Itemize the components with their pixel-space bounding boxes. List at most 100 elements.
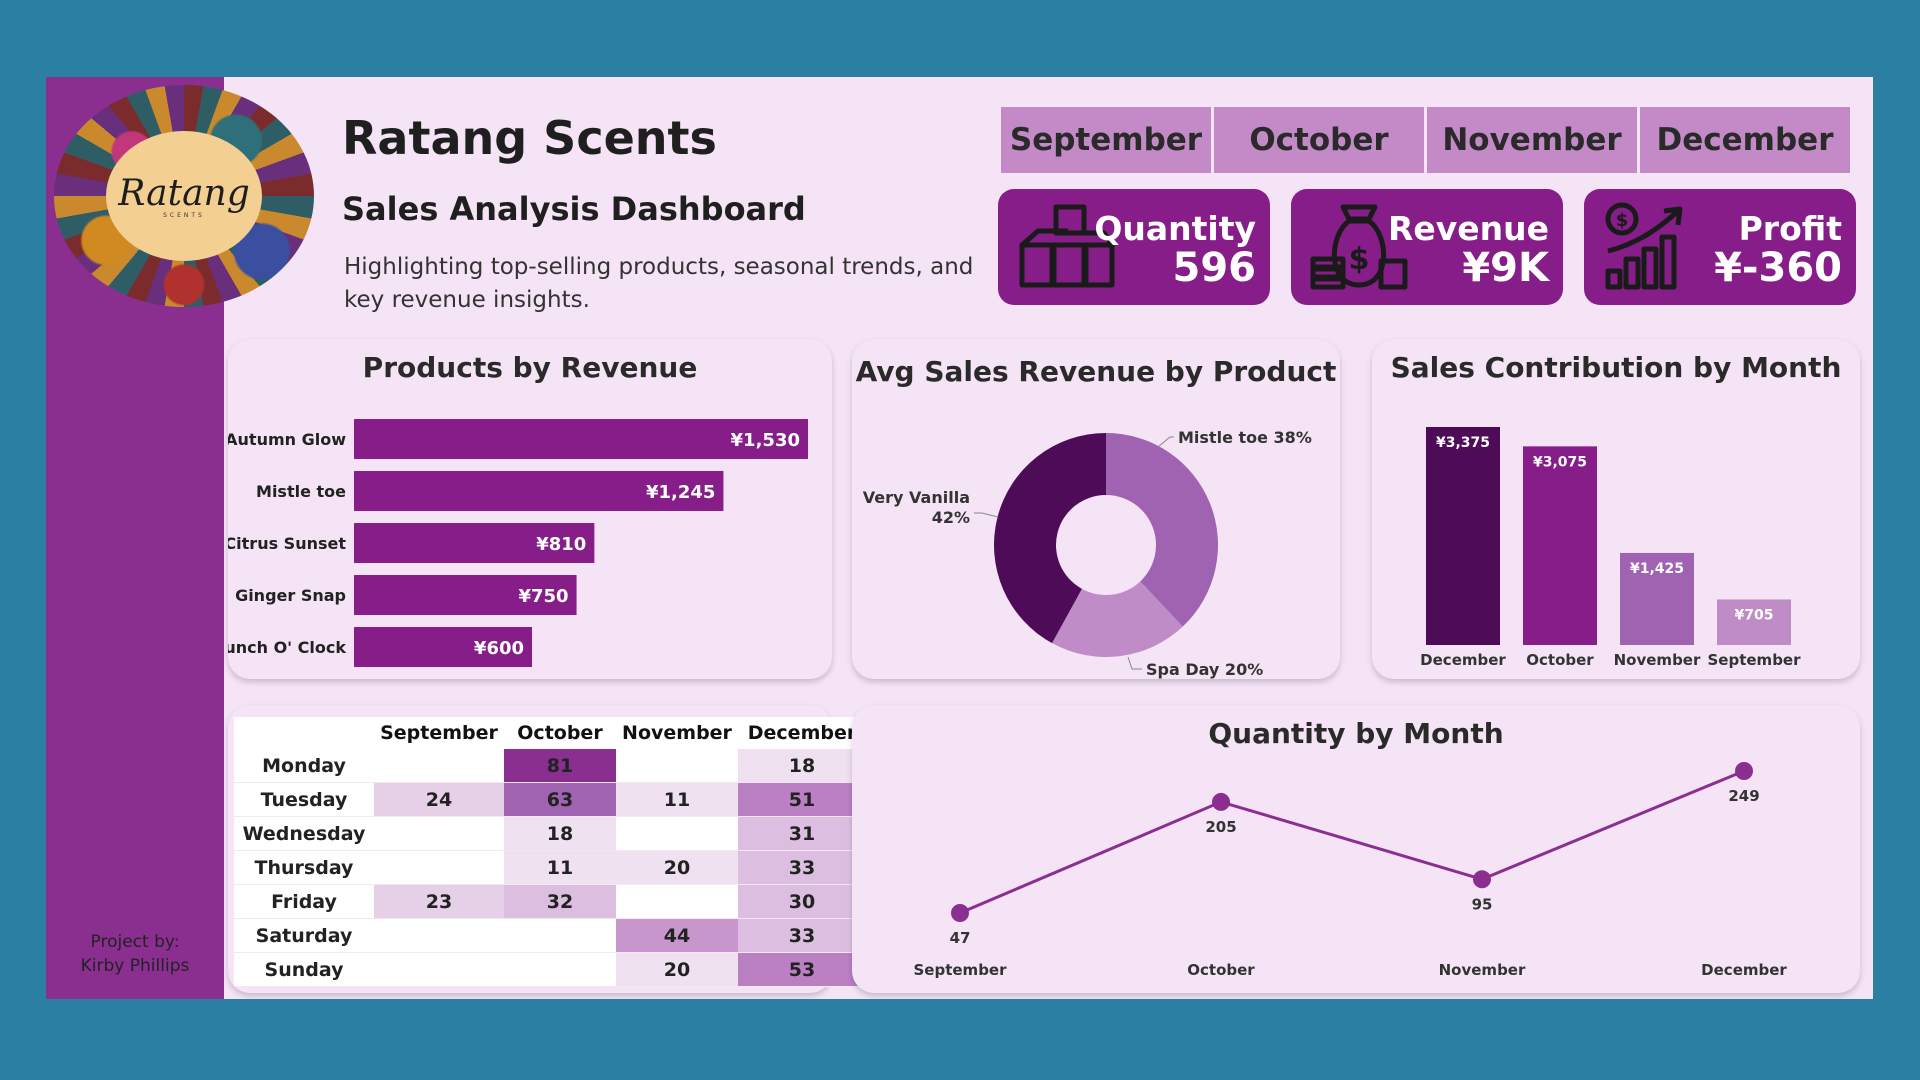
matrix-cell[interactable]: 18 xyxy=(738,749,866,783)
matrix-row: Thursday 11 20 33 xyxy=(234,850,866,885)
sales-contribution-panel: Sales Contribution by Month ¥3,375 Decemb… xyxy=(1372,339,1860,679)
product-bar-label: Ginger Snap xyxy=(235,586,346,605)
money-bag-icon: $ xyxy=(1310,204,1408,290)
matrix-column-header[interactable]: September xyxy=(374,717,504,749)
quantity-point[interactable] xyxy=(951,904,969,922)
logo-text: Ratang xyxy=(118,173,250,214)
matrix-cell[interactable] xyxy=(374,816,504,851)
slice-label: Spa Day 20% xyxy=(1146,660,1263,679)
matrix-cell[interactable] xyxy=(374,850,504,885)
month-bar-label: October xyxy=(1526,651,1594,669)
matrix-row: Friday 23 32 30 xyxy=(234,884,866,919)
quantity-point[interactable] xyxy=(1212,792,1230,811)
matrix-cell[interactable]: 31 xyxy=(738,816,866,851)
matrix-column-header[interactable]: December xyxy=(738,717,866,749)
quantity-by-month-title: Quantity by Month xyxy=(1208,717,1504,750)
product-bar-label: Mistle toe xyxy=(256,482,346,501)
products-by-revenue-title: Products by Revenue xyxy=(362,351,698,384)
month-contribution-bar[interactable] xyxy=(1523,446,1597,645)
quantity-point-label: 205 xyxy=(1205,818,1236,836)
product-revenue-bar[interactable] xyxy=(354,471,724,511)
product-revenue-bar[interactable] xyxy=(354,419,808,459)
growth-chart-icon: $ xyxy=(1605,202,1683,290)
credit-author: Kirby Phillips xyxy=(80,956,190,976)
matrix-cell[interactable] xyxy=(616,884,738,919)
month-filter-october[interactable]: October xyxy=(1214,107,1427,173)
matrix-cell[interactable] xyxy=(374,952,504,987)
matrix-cell[interactable] xyxy=(374,749,504,783)
month-bar-label: September xyxy=(1708,651,1802,669)
matrix-cell[interactable]: 23 xyxy=(374,884,504,919)
kpi-quantity-card: Quantity 596 xyxy=(998,189,1270,305)
matrix-cell[interactable]: 33 xyxy=(738,850,866,885)
matrix-row-header: Sunday xyxy=(234,952,374,987)
month-contribution-bar[interactable] xyxy=(1620,552,1694,645)
products-by-revenue-chart: Autumn Glow ¥1,530 Mistle toe ¥1,245 Citrus … xyxy=(228,419,808,667)
matrix-cell[interactable]: 32 xyxy=(504,884,616,919)
month-filter-december[interactable]: December xyxy=(1640,107,1850,173)
quantity-point[interactable] xyxy=(1735,762,1753,780)
brand-logo: Ratang SCENTS xyxy=(54,85,314,307)
matrix-cell[interactable] xyxy=(616,749,738,783)
matrix-cell[interactable]: 33 xyxy=(738,918,866,953)
product-revenue-bar[interactable] xyxy=(354,523,595,563)
leader-line xyxy=(1127,656,1142,670)
matrix-cell[interactable]: 81 xyxy=(504,749,616,783)
matrix-cell[interactable]: 20 xyxy=(616,952,738,987)
kpi-quantity-label: Quantity xyxy=(1094,209,1256,248)
logo-badge: Ratang SCENTS xyxy=(106,131,262,261)
matrix-column-header[interactable]: November xyxy=(616,717,738,749)
slice-label: Mistle toe 38% xyxy=(1178,428,1312,447)
product-bar-value: ¥1,245 xyxy=(646,482,715,503)
month-bar-label: November xyxy=(1614,651,1701,669)
product-revenue-bar[interactable] xyxy=(354,627,533,667)
matrix-cell[interactable]: 63 xyxy=(504,782,616,817)
matrix-row-header: Saturday xyxy=(234,918,374,953)
month-slicer: September October November December xyxy=(1001,107,1850,173)
page-subtitle: Sales Analysis Dashboard xyxy=(342,190,806,228)
quantity-point[interactable] xyxy=(1473,870,1491,889)
matrix-cell[interactable]: 20 xyxy=(616,850,738,885)
donut-slice[interactable] xyxy=(1106,433,1218,627)
matrix-cell[interactable]: 30 xyxy=(738,884,866,919)
matrix-cell[interactable]: 11 xyxy=(504,850,616,885)
weekday-matrix-table: September October November December Monday 81… xyxy=(234,717,866,987)
matrix-row: Sunday 20 53 xyxy=(234,952,866,987)
kpi-profit-label: Profit xyxy=(1738,209,1842,248)
month-contribution-bar[interactable] xyxy=(1717,599,1791,645)
matrix-cell[interactable]: 11 xyxy=(616,782,738,817)
donut-slice[interactable] xyxy=(994,433,1106,644)
matrix-cell[interactable]: 44 xyxy=(616,918,738,953)
donut-slice[interactable] xyxy=(1052,581,1183,657)
month-filter-november[interactable]: November xyxy=(1427,107,1640,173)
page-title: Ratang Scents xyxy=(342,111,717,165)
matrix-cell[interactable]: 18 xyxy=(504,816,616,851)
quantity-point-label: 95 xyxy=(1472,895,1493,913)
matrix-cell[interactable]: 51 xyxy=(738,782,866,817)
matrix-cell[interactable]: 24 xyxy=(374,782,504,817)
quantity-by-month-panel: Quantity by Month 47 September 205 October 9… xyxy=(852,705,1860,993)
leader-line xyxy=(974,512,999,518)
sales-contribution-title: Sales Contribution by Month xyxy=(1390,351,1842,384)
avg-sales-revenue-title: Avg Sales Revenue by Product xyxy=(855,355,1337,388)
product-revenue-bar[interactable] xyxy=(354,575,577,615)
matrix-cell[interactable] xyxy=(616,816,738,851)
month-bar-value: ¥705 xyxy=(1735,607,1774,623)
matrix-row: Monday 81 18 xyxy=(234,749,866,783)
month-bar-value: ¥3,075 xyxy=(1533,454,1587,470)
matrix-cell[interactable] xyxy=(504,952,616,987)
slice-label: Very Vanilla xyxy=(863,488,970,507)
matrix-column-header[interactable]: October xyxy=(504,717,616,749)
product-bar-value: ¥600 xyxy=(474,638,524,659)
month-filter-september[interactable]: September xyxy=(1001,107,1214,173)
matrix-cell[interactable]: 53 xyxy=(738,952,866,987)
matrix-row-header: Monday xyxy=(234,749,374,783)
month-contribution-bar[interactable] xyxy=(1426,427,1500,645)
slice-label: 42% xyxy=(932,508,970,527)
matrix-cell[interactable] xyxy=(504,918,616,953)
product-bar-value: ¥810 xyxy=(536,534,586,555)
product-bar-label: Autumn Glow xyxy=(228,430,346,449)
quantity-point-label: 249 xyxy=(1728,787,1759,805)
matrix-cell[interactable] xyxy=(374,918,504,953)
